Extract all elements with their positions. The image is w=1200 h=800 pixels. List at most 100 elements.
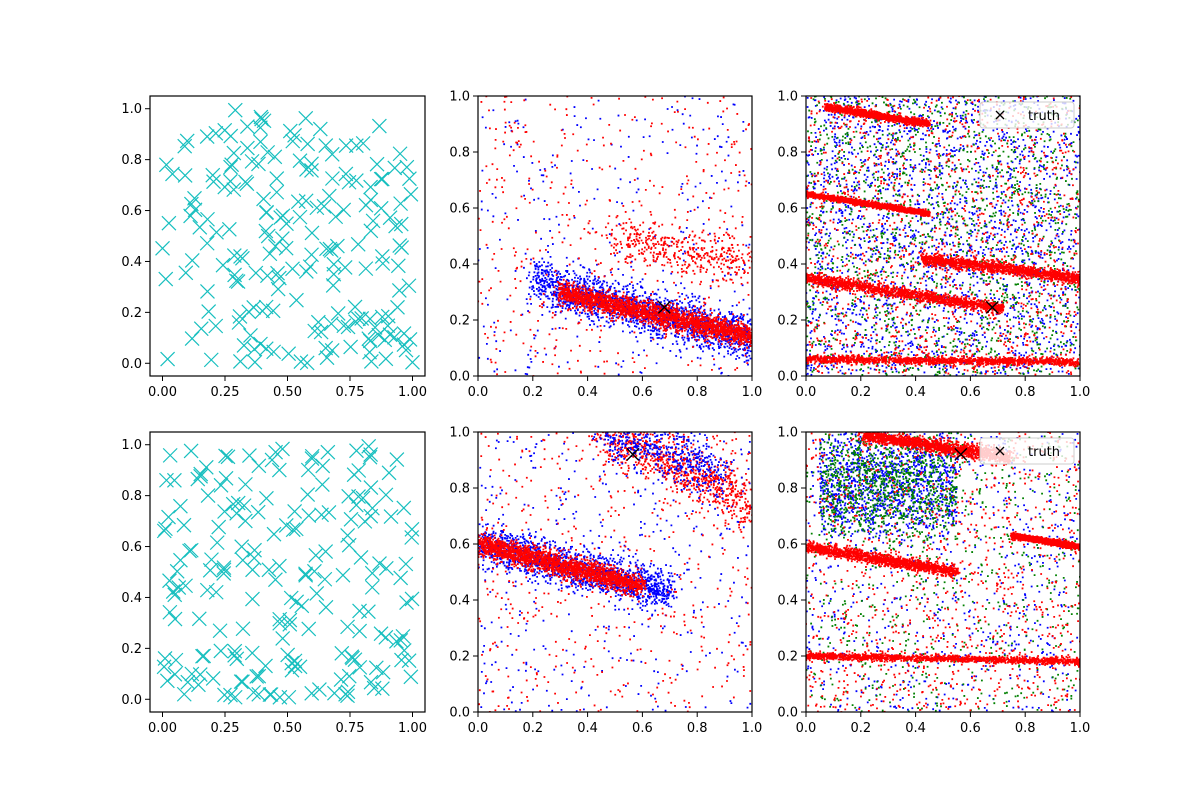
data-point-marker [405,354,420,370]
data-point-marker [289,292,304,308]
series-1 [478,432,752,712]
data-point-marker [191,611,207,627]
data-point-marker [253,134,268,150]
data-point-marker [232,309,248,324]
plot-area [155,102,420,371]
data-point-marker [250,504,266,520]
truth-marker [626,447,640,461]
data-point-marker [239,176,255,192]
data-point-marker [306,563,322,579]
data-point-marker [160,351,176,367]
data-point-marker [183,443,199,459]
y-tick-label: 0.6 [121,204,142,219]
y-tick-label: 0.4 [121,591,142,606]
data-point-marker [371,118,387,134]
data-point-marker [213,477,229,493]
data-point-marker [278,518,294,533]
y-tick-label: 0.8 [777,482,798,497]
data-point-marker [251,156,266,172]
y-tick-label: 0.2 [121,642,142,657]
data-point-marker [265,303,281,319]
data-point-marker [341,537,357,553]
data-point-marker [335,567,351,583]
data-point-marker [205,671,221,686]
data-point-marker [272,611,288,627]
data-point-marker [227,643,243,659]
panel-top-middle: 0.0 0.2 0.4 0.6 0.8 1.0 0.0 0.2 0.4 0.6 0.8 1.0 [449,90,762,401]
y-tick-label: 0.0 [121,693,142,708]
data-point-marker [204,552,219,568]
data-point-marker [344,649,360,665]
data-point-marker [248,265,264,281]
data-point-marker [352,659,368,675]
x-tick-label: 0.00 [148,721,177,736]
data-point-marker [287,504,303,519]
data-point-marker [389,633,404,649]
x-tick-label: 0.0 [468,721,489,736]
x-tick-label: 0.4 [577,385,598,400]
data-point-marker [159,673,175,689]
series-1 [806,432,1080,712]
data-point-marker [357,513,373,529]
data-point-marker [203,352,219,368]
data-point-marker [404,521,420,537]
data-point-marker [318,544,334,559]
data-point-marker [299,162,314,177]
data-point-marker [337,259,353,275]
data-point-marker [399,159,415,175]
data-point-marker [172,498,188,514]
data-point-marker [177,168,193,183]
data-point-marker [251,668,267,684]
data-point-marker [374,248,390,264]
data-point-marker [383,509,399,525]
data-point-marker [396,643,412,658]
data-point-marker [232,354,248,369]
data-point-marker [199,235,215,251]
axes-frame [805,95,1081,377]
y-tick-label: 0.6 [777,202,798,217]
data-point-marker [183,542,199,558]
truth-marker [657,300,671,314]
data-point-marker [378,351,394,367]
data-point-marker [258,223,274,239]
axes-frame [149,431,426,713]
data-point-marker [314,507,329,523]
x-tick-label: 0.6 [960,721,981,736]
series-2 [806,98,1080,375]
data-point-marker [323,243,339,258]
data-point-marker [227,689,243,705]
data-point-marker [373,626,389,642]
data-point-marker [394,652,409,668]
data-point-marker [228,273,244,289]
data-point-marker [161,509,176,525]
data-point-marker [229,505,245,521]
x-tick-label: 0.4 [577,721,598,736]
x-tick-label: 0.6 [960,385,981,400]
data-point-marker [281,689,297,705]
data-point-marker [213,643,229,659]
data-point-marker [284,662,300,678]
y-tick-label: 0.6 [449,538,470,553]
data-point-marker [208,584,224,600]
data-point-marker [216,560,232,576]
data-point-marker [236,338,252,353]
data-point-marker [363,480,379,495]
series-0 [155,102,420,371]
data-point-marker [336,318,352,334]
data-point-marker [304,163,319,178]
data-point-marker [166,472,182,488]
data-point-marker [298,566,313,582]
data-point-marker [378,629,394,645]
data-point-marker [223,128,239,144]
data-point-marker [404,530,420,545]
x-tick-label: 1.0 [742,385,763,400]
data-point-marker [215,257,231,273]
data-point-marker [247,542,262,558]
data-point-marker [272,558,287,574]
data-point-marker [318,138,334,153]
legend-box [979,437,1075,465]
data-point-marker [317,571,333,587]
data-point-marker [365,213,381,229]
data-point-marker [329,238,345,254]
data-point-marker [199,129,215,145]
